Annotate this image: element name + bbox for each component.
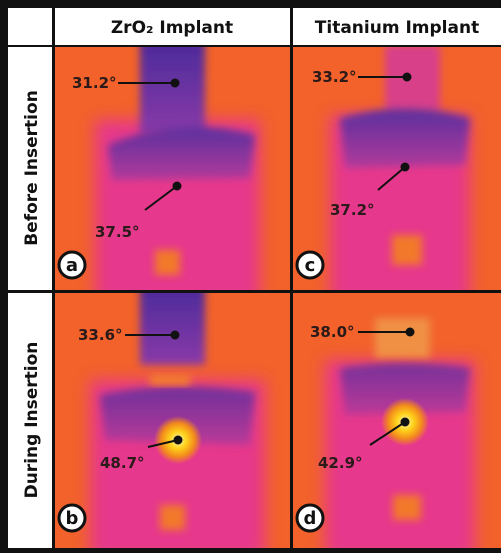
temperature-label: 38.0°	[310, 323, 355, 341]
temperature-label: 33.2°	[312, 68, 357, 86]
row-title: Before Insertion	[22, 90, 42, 246]
temperature-label: 48.7°	[100, 454, 145, 472]
panel-letter: c	[305, 255, 316, 276]
figure: ZrO₂ Implant Titanium Implant Before Ins…	[0, 0, 501, 553]
panel-letter: a	[66, 255, 78, 276]
marker-dot	[171, 79, 180, 88]
row-title: During Insertion	[22, 342, 42, 499]
column-title: ZrO₂ Implant	[111, 18, 233, 38]
marker-dot	[401, 418, 410, 427]
column-title: Titanium Implant	[315, 18, 479, 38]
marker-dot	[401, 163, 410, 172]
panel-letter: d	[304, 508, 317, 529]
temperature-label: 37.5°	[95, 223, 140, 241]
panel-letter: b	[66, 508, 79, 529]
temperature-label: 37.2°	[330, 201, 375, 219]
marker-dot	[171, 331, 180, 340]
marker-dot	[173, 182, 182, 191]
marker-dot	[406, 328, 415, 337]
marker-dot	[403, 73, 412, 82]
marker-dot	[174, 436, 183, 445]
temperature-label: 31.2°	[72, 74, 117, 92]
temperature-label: 42.9°	[318, 454, 363, 472]
corner	[8, 8, 52, 45]
temperature-label: 33.6°	[78, 326, 123, 344]
